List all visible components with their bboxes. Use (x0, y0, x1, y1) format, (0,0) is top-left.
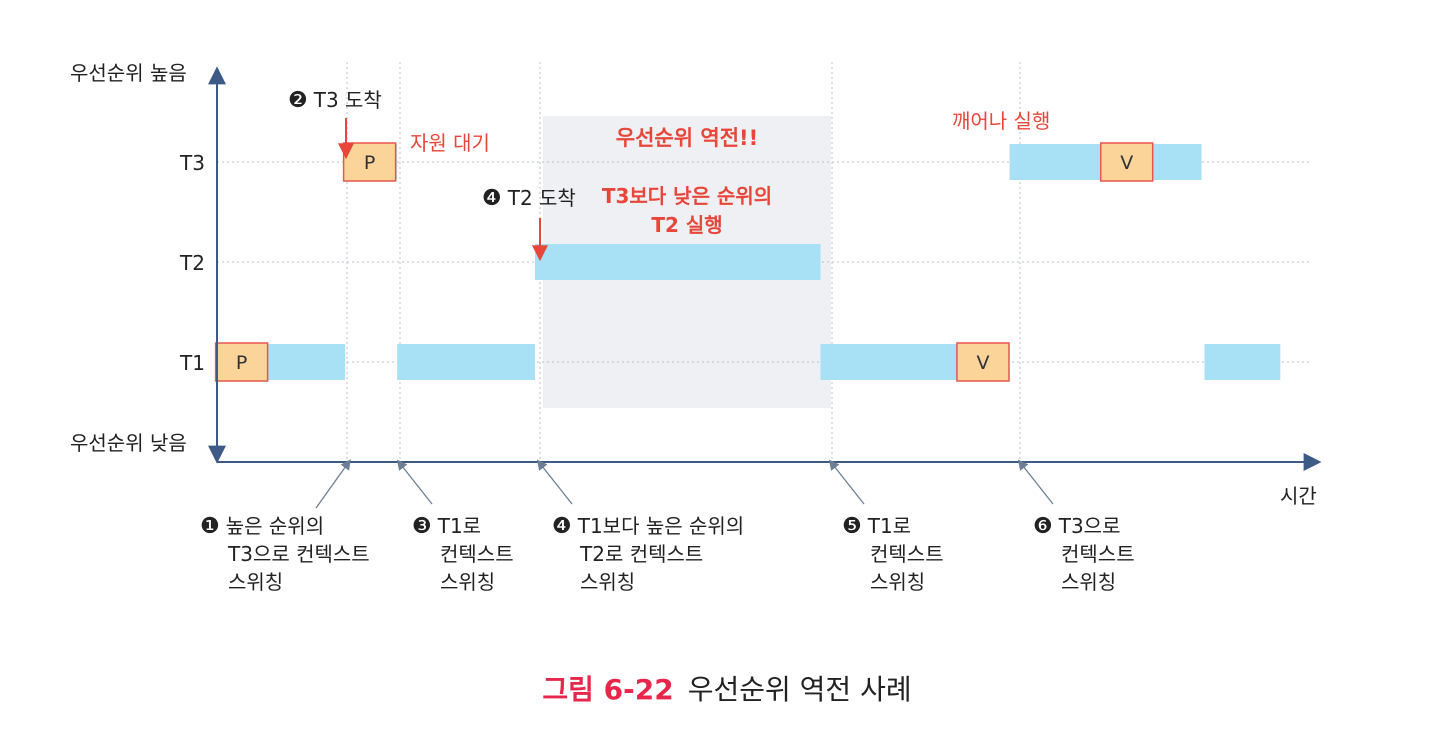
t3-p-op-label: P (364, 152, 375, 174)
event-6-line2: 컨텍스트 (1061, 542, 1135, 566)
wake-run-label: 깨어나 실행 (952, 109, 1050, 133)
event-pointer-1 (315, 459, 351, 509)
event-4-line1: ❹ T1보다 높은 순위의 (552, 514, 744, 539)
t3-arrival-text: T3 도착 (313, 88, 382, 112)
figure-number: 그림 6-22 (542, 673, 674, 706)
t2-arrival-num: ❹ (482, 186, 502, 211)
figure-caption: 그림 6-22 우선순위 역전 사례 (0, 668, 1454, 708)
event-5-line3: 스위칭 (870, 570, 925, 594)
t2-arrival-label: ❹ T2 도착 (482, 186, 576, 211)
event-1-line1: ❶ 높은 순위의 (200, 514, 324, 539)
figure-title: 우선순위 역전 사례 (687, 673, 912, 706)
event-5: ❺ T1로 컨텍스트 스위칭 (842, 514, 944, 594)
row-label-t1: T1 (179, 351, 205, 375)
t3-p-op-box (342, 142, 397, 182)
inversion-title: 우선순위 역전!! (616, 126, 758, 150)
event-pointer-6 (1017, 459, 1054, 505)
event-6: ❻ T3으로 컨텍스트 스위칭 (1033, 514, 1135, 594)
event-3: ❸ T1로 컨텍스트 스위칭 (412, 514, 514, 594)
t3-v-op-label: V (1120, 152, 1133, 174)
y-axis-low-label: 우선순위 낮음 (70, 431, 187, 455)
event-6-line1: ❻ T3으로 (1033, 514, 1120, 539)
event-4-line3: 스위칭 (580, 570, 635, 594)
event-pointer-3 (396, 459, 433, 505)
t1-p-op-label: P (236, 352, 247, 374)
t1-run-bar (397, 344, 536, 380)
t2-run-bar (535, 244, 821, 280)
t3-arrival-num: ❷ (288, 88, 308, 113)
t1-v-op-label: V (976, 352, 989, 374)
x-axis-label: 시간 (1280, 484, 1317, 508)
t1-p-op-box (214, 342, 269, 382)
row-label-t2: T2 (179, 251, 205, 275)
row-label-t3: T3 (179, 151, 205, 175)
event-5-line2: 컨텍스트 (870, 542, 944, 566)
execution-bars (217, 144, 1281, 380)
y-axis-high-label: 우선순위 높음 (70, 61, 187, 85)
inversion-desc-line2: T2 실행 (651, 213, 722, 237)
inversion-desc-line1: T3보다 낮은 순위의 (602, 184, 772, 208)
event-pointer-4 (536, 459, 573, 505)
event-3-line3: 스위칭 (440, 570, 495, 594)
event-1-line3: 스위칭 (228, 570, 283, 594)
event-6-line3: 스위칭 (1061, 570, 1116, 594)
event-pointers (315, 459, 1054, 509)
event-3-line2: 컨텍스트 (440, 542, 514, 566)
t3-v-op-box (1099, 142, 1154, 182)
t3-arrival-label: ❷ T3 도착 (288, 88, 382, 113)
event-3-line1: ❸ T1로 (412, 514, 481, 539)
event-1: ❶ 높은 순위의 T3으로 컨텍스트 스위칭 (200, 514, 370, 594)
event-1-line2: T3으로 컨텍스트 (227, 542, 370, 566)
resource-wait-label: 자원 대기 (410, 131, 490, 155)
t2-arrival-text: T2 도착 (507, 186, 576, 210)
t1-v-op-box (956, 342, 1010, 382)
event-pointer-5 (828, 459, 865, 505)
event-4: ❹ T1보다 높은 순위의 T2로 컨텍스트 스위칭 (552, 514, 744, 594)
resource-boxes: P P V V (214, 142, 1154, 382)
event-4-line2: T2로 컨텍스트 (579, 542, 703, 566)
event-5-line1: ❺ T1로 (842, 514, 911, 539)
t1-run-bar (1204, 344, 1281, 380)
